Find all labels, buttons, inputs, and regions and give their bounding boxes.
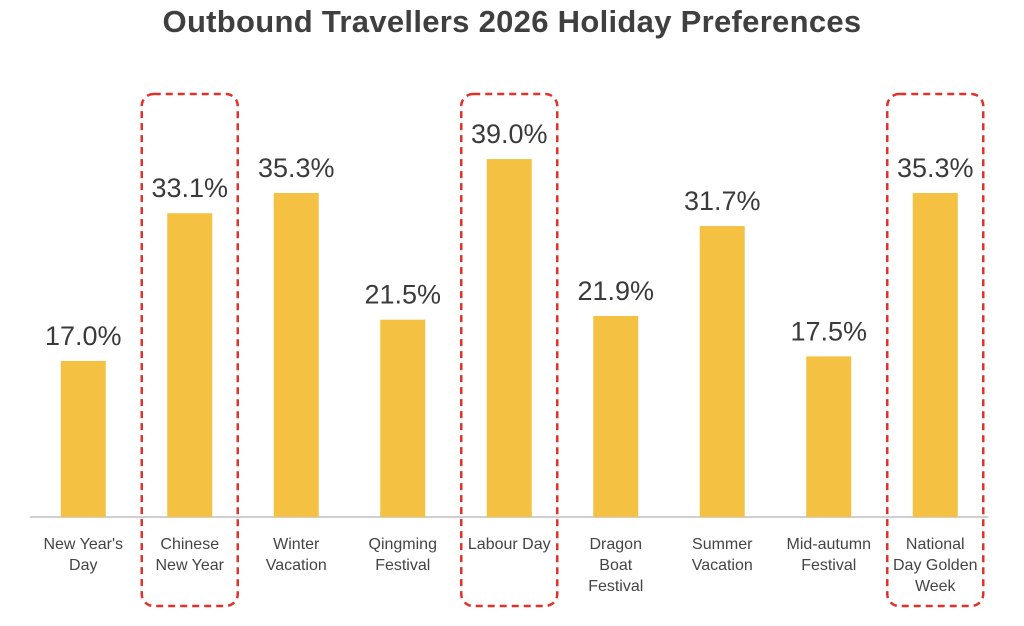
bar xyxy=(167,213,213,517)
bar-value-label: 21.9% xyxy=(577,276,654,306)
category-label-line: New Year xyxy=(156,557,225,574)
category-label: Summer Vacation xyxy=(692,536,753,574)
category-label-line: Summer xyxy=(692,536,753,553)
category-label-line: Festival xyxy=(588,578,643,595)
category-label-line: Vacation xyxy=(692,557,753,574)
bar-value-label: 17.5% xyxy=(790,316,867,346)
bar-value-label: 39.0% xyxy=(471,119,548,149)
category-label-line: Day xyxy=(69,557,97,574)
category-label-line: Week xyxy=(915,578,957,595)
category-label-line: Dragon xyxy=(590,536,642,553)
category-label: Winter Vacation xyxy=(266,536,327,574)
category-label: Mid-autumn Festival xyxy=(787,536,871,574)
chart-title: Outbound Travellers 2026 Holiday Prefere… xyxy=(162,4,862,39)
highlight-box xyxy=(140,92,239,608)
category-label-line: Winter xyxy=(273,536,320,553)
bar xyxy=(486,159,532,518)
category-label-line: Chinese xyxy=(160,536,219,553)
category-label-line: Labour Day xyxy=(468,536,551,553)
category-label: National Day Golden Week xyxy=(893,536,978,595)
category-label-line: New Year's xyxy=(43,536,123,553)
category-label-line: Boat xyxy=(599,557,632,574)
category-label-line: National xyxy=(906,536,965,553)
highlight-box xyxy=(460,92,559,608)
bar-value-label: 35.3% xyxy=(258,153,335,183)
bar-value-label: 31.7% xyxy=(684,186,761,216)
category-label-line: Vacation xyxy=(266,557,327,574)
bar xyxy=(912,193,958,517)
bar xyxy=(593,316,639,517)
category-label-line: Qingming xyxy=(369,536,437,553)
bar xyxy=(380,319,426,517)
category-label: Dragon Boat Festival xyxy=(588,536,643,595)
highlight-box xyxy=(886,92,985,608)
category-label-line: Mid-autumn xyxy=(787,536,871,553)
bar xyxy=(806,356,852,517)
category-label-line: Festival xyxy=(801,557,856,574)
bar-value-label: 35.3% xyxy=(897,153,974,183)
category-label: New Year's Day xyxy=(43,536,123,574)
category-label-line: Festival xyxy=(375,557,430,574)
category-label: Qingming Festival xyxy=(369,536,437,574)
bar-value-label: 17.0% xyxy=(45,321,122,351)
category-label-line: Day Golden xyxy=(893,557,978,574)
bar-value-label: 33.1% xyxy=(151,173,228,203)
category-label: Chinese New Year xyxy=(156,536,225,574)
bar-value-label: 21.5% xyxy=(364,280,441,310)
bar xyxy=(699,226,745,517)
category-label: Labour Day xyxy=(468,536,551,553)
bar xyxy=(60,360,106,517)
bar xyxy=(273,193,319,517)
